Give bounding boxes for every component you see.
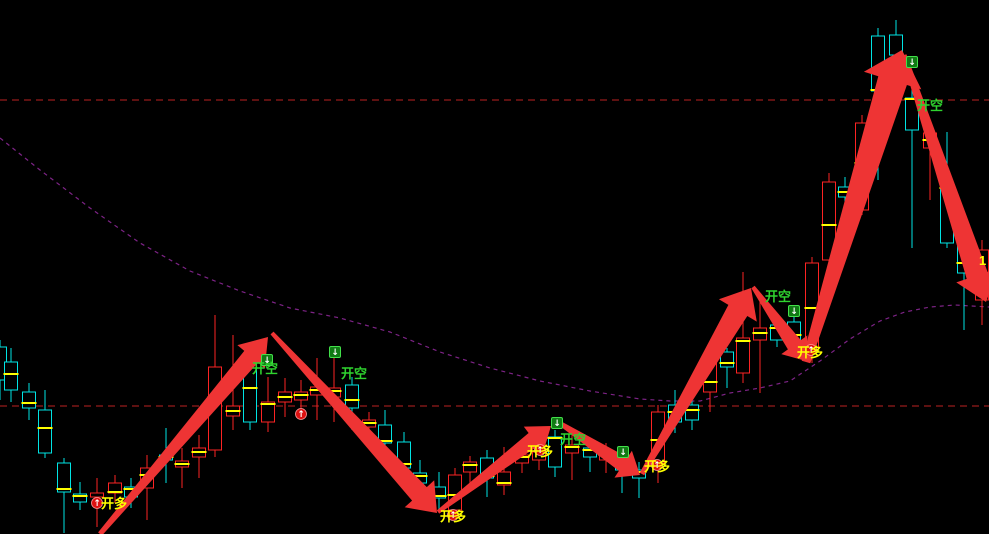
trend-arrow (436, 426, 551, 514)
candle-down (72, 482, 88, 510)
signal-label: 开空 (765, 289, 791, 304)
candle-down (684, 392, 700, 430)
signal-label: 开多 (440, 509, 466, 524)
reference-lines-layer (0, 99, 989, 407)
candle-body (564, 444, 580, 454)
open-long-icon: ↑ (651, 459, 663, 471)
trend-arrow (751, 285, 808, 361)
candle-down (3, 348, 19, 402)
candle-up (752, 297, 768, 393)
signal-label: 开多 (101, 496, 127, 511)
candle-down (56, 458, 72, 533)
candle-up (462, 456, 478, 487)
signal-label: 开空 (560, 432, 586, 447)
candle-up (191, 435, 207, 478)
signal-label: 开多 (797, 345, 823, 360)
trend-arrows-layer (98, 50, 989, 534)
candle-up (107, 475, 123, 503)
up-arrow-glyph: ↑ (297, 410, 305, 420)
up-arrow-glyph: ↑ (449, 511, 457, 521)
open-short-icon: ↓ (329, 346, 341, 358)
candle-up (564, 433, 580, 480)
open-short-icon: ↓ (551, 417, 563, 429)
signal-label: 开空 (917, 98, 943, 113)
candle-body (21, 391, 37, 409)
up-arrow-glyph: ↑ (807, 346, 815, 356)
candle-up (174, 448, 190, 488)
candle-down (37, 390, 53, 458)
trend-arrow (901, 54, 989, 302)
open-long-icon: ↑ (534, 444, 546, 456)
candle-body (37, 409, 53, 454)
candle-body (684, 404, 700, 421)
ma-line (0, 137, 989, 402)
down-arrow-glyph: ↓ (331, 348, 339, 358)
candle-up (260, 377, 276, 432)
down-arrow-glyph: ↓ (619, 448, 627, 458)
candle-down (344, 377, 360, 430)
trend-arrow (801, 50, 922, 364)
candle-body (344, 384, 360, 409)
candle-down (719, 348, 735, 388)
down-arrow-glyph: ↓ (790, 307, 798, 317)
candle-body (260, 401, 276, 423)
down-arrow-glyph: ↓ (263, 356, 271, 366)
open-long-icon: ↑ (447, 509, 459, 521)
down-arrow-glyph: ↓ (553, 419, 561, 429)
candle-down (904, 87, 920, 248)
signal-label: 开多 (527, 444, 553, 459)
candle-up (277, 378, 293, 417)
candle-up (735, 272, 751, 383)
open-long-icon: ↑ (91, 497, 103, 509)
candle-body (89, 492, 105, 498)
trend-arrow (639, 288, 757, 476)
open-short-icon: ↓ (261, 354, 273, 366)
signal-label: 开空 (252, 361, 278, 376)
candle-up (293, 380, 309, 410)
open-short-icon: ↓ (906, 56, 918, 68)
open-long-icon: ↑ (295, 408, 307, 420)
trend-arrow (98, 337, 268, 534)
candle-up (821, 173, 837, 273)
down-arrow-glyph: ↓ (908, 58, 916, 68)
open-long-icon: ↑ (805, 344, 817, 356)
candle-down (547, 430, 563, 477)
candle-body (462, 461, 478, 473)
candle-body (56, 462, 72, 493)
trend-arrow (270, 331, 437, 513)
candle-down (21, 383, 37, 420)
signal-label: 开空 (341, 366, 367, 381)
candle-body (496, 471, 512, 486)
open-short-icon: ↓ (788, 305, 800, 317)
candle-body (72, 493, 88, 503)
trend-arrow (556, 420, 640, 478)
signal-label: 1 (979, 253, 986, 268)
candle-body (735, 337, 751, 374)
open-short-icon: ↓ (617, 446, 629, 458)
candle-body (377, 424, 393, 444)
up-arrow-glyph: ↑ (93, 499, 101, 509)
up-arrow-glyph: ↑ (653, 461, 661, 471)
up-arrow-glyph: ↑ (536, 446, 544, 456)
signal-icons-layer: ↑ ↑ ↑ ↑ ↑ ↑ ↓ ↓ ↓ ↓ ↓ ↓ (91, 56, 918, 521)
signal-label: 开多 (644, 459, 670, 474)
candle-body (3, 361, 19, 391)
